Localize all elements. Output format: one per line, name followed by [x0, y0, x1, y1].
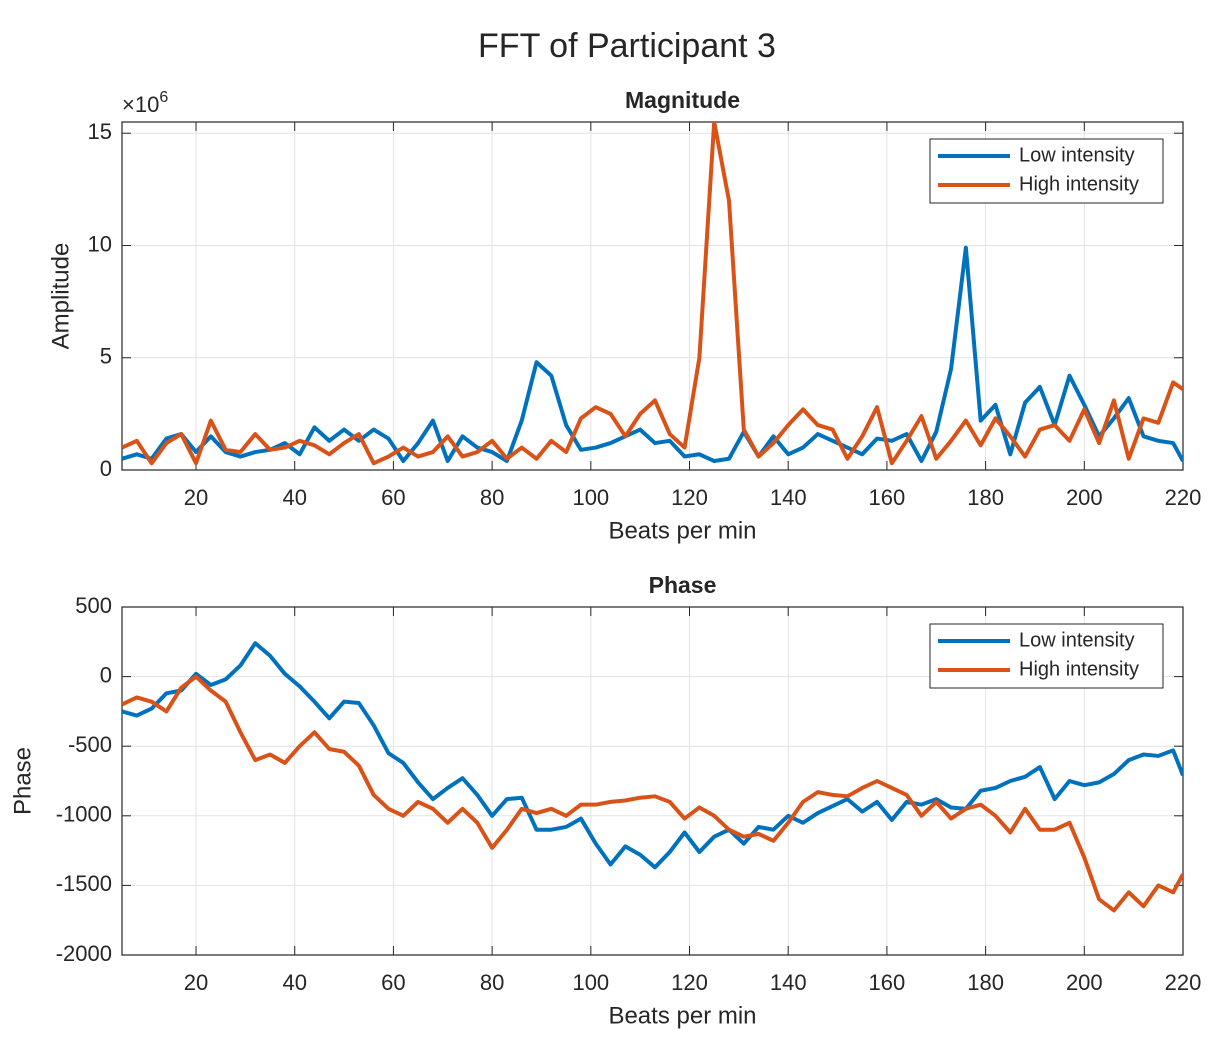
- y-multiplier-base: ×10: [122, 92, 159, 117]
- x-tick-label: 80: [480, 485, 504, 510]
- y-tick-label: -500: [68, 732, 112, 757]
- x-tick-label: 160: [869, 970, 906, 995]
- x-tick-label: 100: [572, 485, 609, 510]
- axes-box: [121, 121, 1184, 471]
- x-tick-label: 140: [770, 485, 807, 510]
- legend-box: [929, 623, 1164, 689]
- x-tick-label: 20: [184, 485, 208, 510]
- legend-label: High intensity: [1019, 173, 1139, 195]
- y-axis-label: Amplitude: [47, 243, 74, 350]
- y-axis-label: Phase: [9, 747, 36, 815]
- x-tick-label: 60: [381, 485, 405, 510]
- legend-label: Low intensity: [1019, 144, 1135, 166]
- legend-box: [929, 138, 1164, 204]
- x-tick-label: 180: [967, 970, 1004, 995]
- axes-title: Magnitude: [625, 87, 740, 113]
- axes-title: Phase: [649, 572, 717, 598]
- y-tick-label: 10: [88, 231, 112, 256]
- axes-box: [121, 606, 1184, 956]
- y-multiplier: ×106: [122, 89, 168, 117]
- x-tick-label: 80: [480, 970, 504, 995]
- y-tick-label: 5: [100, 344, 112, 369]
- data-line: [122, 674, 1183, 913]
- y-tick-label: -2000: [56, 941, 112, 966]
- x-tick-label: 120: [671, 970, 708, 995]
- x-tick-label: 100: [572, 970, 609, 995]
- y-tick-label: -1500: [56, 871, 112, 896]
- data-line: [122, 641, 1183, 870]
- x-tick-label: 160: [869, 485, 906, 510]
- x-tick-label: 220: [1165, 970, 1202, 995]
- x-tick-label: 20: [184, 970, 208, 995]
- y-tick-label: 0: [100, 662, 112, 687]
- data-line: [122, 245, 1183, 464]
- y-tick-label: 500: [75, 593, 112, 618]
- x-axis-label: Beats per min: [608, 1002, 756, 1029]
- y-tick-label: -1000: [56, 802, 112, 827]
- x-tick-label: 200: [1066, 970, 1103, 995]
- x-tick-label: 40: [282, 970, 306, 995]
- data-line: [122, 122, 1183, 466]
- legend-label: High intensity: [1019, 658, 1139, 680]
- y-multiplier-exponent: 6: [159, 89, 168, 106]
- y-tick-label: 15: [88, 119, 112, 144]
- figure-title: FFT of Participant 3: [478, 27, 776, 65]
- x-tick-label: 200: [1066, 485, 1103, 510]
- x-tick-label: 60: [381, 970, 405, 995]
- x-tick-label: 120: [671, 485, 708, 510]
- x-axis-label: Beats per min: [608, 517, 756, 544]
- x-tick-label: 220: [1165, 485, 1202, 510]
- y-tick-label: 0: [100, 456, 112, 481]
- x-tick-label: 180: [967, 485, 1004, 510]
- x-tick-label: 140: [770, 970, 807, 995]
- x-tick-label: 40: [282, 485, 306, 510]
- legend-label: Low intensity: [1019, 629, 1135, 651]
